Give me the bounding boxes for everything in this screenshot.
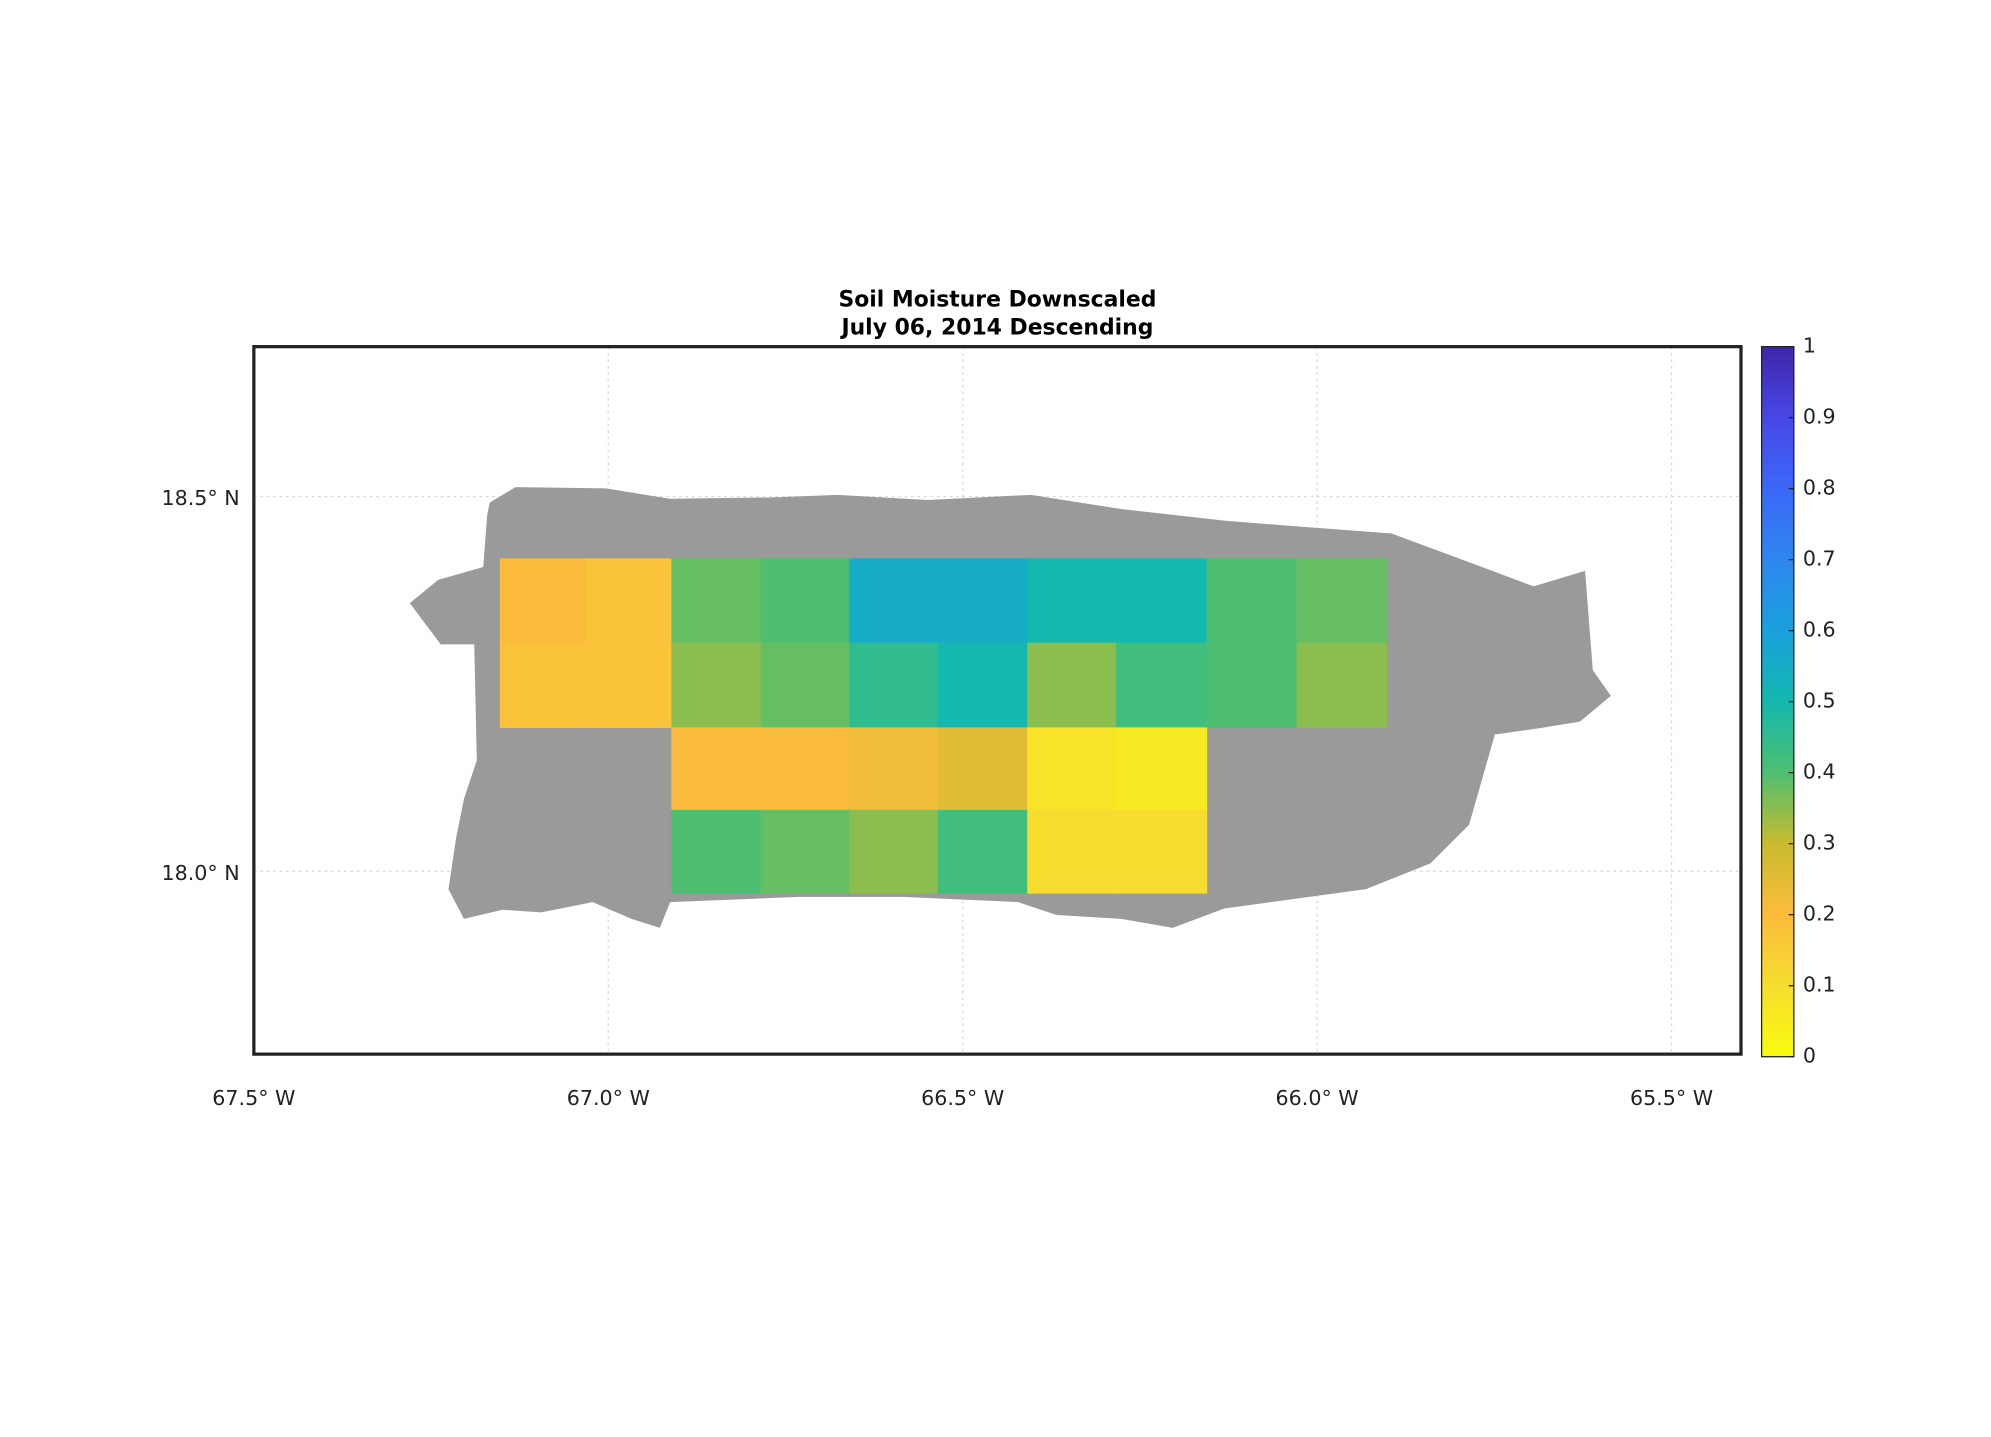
heatmap-cell: [849, 727, 939, 811]
heatmap-cell: [760, 642, 850, 729]
colorbar-tick-label: 1: [1803, 334, 1816, 358]
heatmap-cell: [849, 558, 939, 644]
heatmap-cell: [1115, 642, 1208, 729]
heatmap-cell: [586, 558, 673, 644]
heatmap-cell: [1027, 809, 1117, 894]
heatmap-cell: [937, 642, 1028, 729]
heatmap-cell: [1115, 727, 1208, 811]
heatmap-cell: [760, 727, 850, 811]
heatmap-cell: [937, 558, 1028, 644]
heatmap-cell: [849, 642, 939, 729]
colorbar-tick-label: 0.6: [1803, 618, 1836, 642]
heatmap-cell: [1027, 642, 1117, 729]
y-tick-label: 18.5° N: [162, 486, 240, 510]
heatmap-cell: [1027, 558, 1117, 644]
colorbar-tick-label: 0.8: [1803, 476, 1836, 500]
heatmap-cell: [1027, 727, 1117, 811]
heatmap-cell: [671, 809, 762, 894]
heatmap-cell: [760, 809, 850, 894]
heatmap-cell: [671, 642, 762, 729]
heatmap-cell: [1296, 642, 1388, 729]
x-tick-label: 67.5° W: [212, 1086, 295, 1110]
colorbar-tick-label: 0.9: [1803, 405, 1836, 429]
x-tick-label: 66.0° W: [1276, 1086, 1359, 1110]
colorbar-tick-label: 0.1: [1803, 973, 1836, 997]
heatmap-cell: [937, 809, 1028, 894]
colorbar-tick-label: 0.4: [1803, 760, 1836, 784]
heatmap-cell: [671, 558, 762, 644]
heatmap-cell: [937, 727, 1028, 811]
heatmap-cell: [1115, 558, 1208, 644]
heatmap-cell: [1296, 558, 1388, 644]
x-tick-label: 67.0° W: [567, 1086, 650, 1110]
colorbar-tick-label: 0.7: [1803, 547, 1836, 571]
heatmap-cell: [1206, 558, 1298, 644]
chart-subtitle: July 06, 2014 Descending: [839, 316, 1153, 341]
colorbar-tick-label: 0.5: [1803, 689, 1836, 713]
colorbar-tick-label: 0: [1803, 1044, 1816, 1068]
axes-frame: [252, 345, 1743, 1056]
colorbar-tick-label: 0.3: [1803, 831, 1836, 855]
x-tick-label: 65.5° W: [1630, 1086, 1713, 1110]
x-tick-label: 66.5° W: [921, 1086, 1004, 1110]
heatmap-cell: [1115, 809, 1208, 894]
heatmap-cell: [1206, 642, 1298, 729]
colorbar: [1760, 346, 1795, 1058]
heatmap-cell: [499, 642, 587, 729]
heatmap-cell: [671, 727, 762, 811]
heatmap-cell: [499, 558, 587, 644]
heatmap-cell: [586, 642, 673, 729]
heatmap-cell: [760, 558, 850, 644]
colorbar-tick-label: 0.2: [1803, 902, 1836, 926]
y-tick-label: 18.0° N: [162, 861, 240, 885]
heatmap-cell: [849, 809, 939, 894]
chart-title: Soil Moisture Downscaled: [838, 287, 1156, 312]
